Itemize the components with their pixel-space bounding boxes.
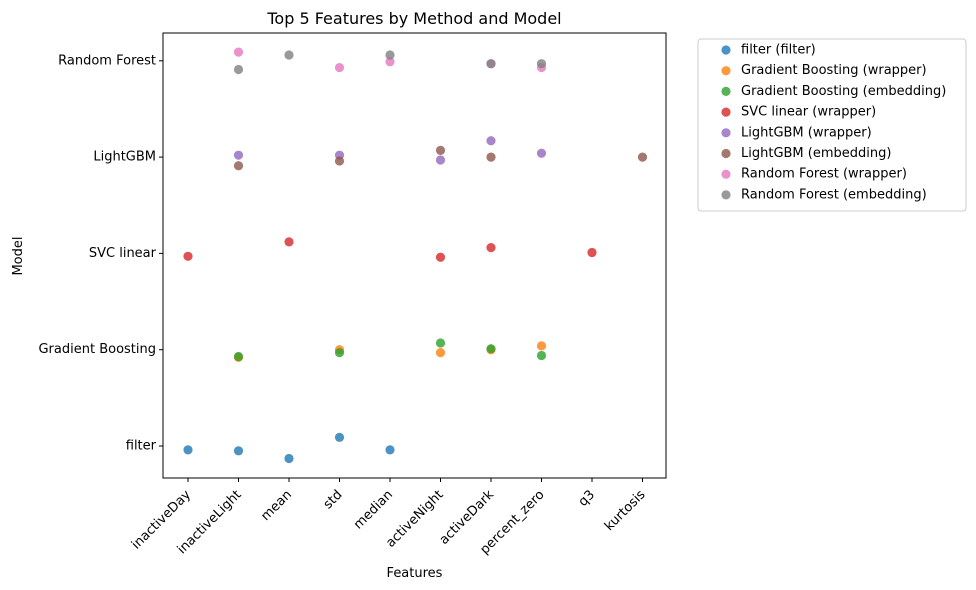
data-point <box>335 63 344 72</box>
data-point <box>335 156 344 165</box>
legend-marker <box>721 128 730 137</box>
data-point <box>486 59 495 68</box>
x-axis-title: Features <box>387 566 443 581</box>
data-point <box>183 252 192 261</box>
y-tick-label-svc-linear: SVC linear <box>89 246 157 261</box>
legend-marker <box>721 108 730 117</box>
data-point <box>234 446 243 455</box>
data-point <box>385 445 394 454</box>
legend-label: Gradient Boosting (wrapper) <box>741 63 927 78</box>
y-tick-label-lightgbm: LightGBM <box>93 150 156 165</box>
data-point <box>335 348 344 357</box>
y-axis-title: Model <box>11 236 26 275</box>
legend-marker <box>721 87 730 96</box>
legend-label: Random Forest (wrapper) <box>741 167 907 182</box>
legend-marker <box>721 190 730 199</box>
data-point <box>638 153 647 162</box>
y-tick-label-gradient-boosting: Gradient Boosting <box>38 342 156 357</box>
legend-label: filter (filter) <box>741 43 816 58</box>
data-point <box>284 454 293 463</box>
data-point <box>537 59 546 68</box>
data-point <box>234 48 243 57</box>
data-point <box>486 344 495 353</box>
data-point <box>436 253 445 262</box>
data-point <box>436 146 445 155</box>
data-point <box>284 50 293 59</box>
data-point <box>234 352 243 361</box>
data-point <box>335 433 344 442</box>
y-tick-label-filter: filter <box>126 439 157 454</box>
chart-title: Top 5 Features by Method and Model <box>266 9 561 28</box>
data-point <box>486 243 495 252</box>
legend-marker <box>721 170 730 179</box>
legend-marker <box>721 45 730 54</box>
legend-label: Gradient Boosting (embedding) <box>741 84 946 99</box>
legend-label: Random Forest (embedding) <box>741 187 927 202</box>
data-point <box>587 248 596 257</box>
data-point <box>436 348 445 357</box>
data-point <box>385 50 394 59</box>
data-point <box>436 155 445 164</box>
legend-marker <box>721 149 730 158</box>
legend-marker <box>721 66 730 75</box>
legend: filter (filter) Gradient Boosting (wrappe… <box>698 39 966 211</box>
data-point <box>537 341 546 350</box>
data-point <box>284 237 293 246</box>
data-point <box>234 151 243 160</box>
legend-label: SVC linear (wrapper) <box>741 105 876 120</box>
data-point <box>234 161 243 170</box>
data-point <box>436 338 445 347</box>
data-point <box>537 351 546 360</box>
data-point <box>183 445 192 454</box>
legend-label: LightGBM (wrapper) <box>741 125 872 140</box>
data-point <box>537 149 546 158</box>
y-tick-label-random-forest: Random Forest <box>58 53 156 68</box>
data-point <box>486 136 495 145</box>
legend-label: LightGBM (embedding) <box>741 146 891 161</box>
data-point <box>486 153 495 162</box>
data-point <box>234 65 243 74</box>
